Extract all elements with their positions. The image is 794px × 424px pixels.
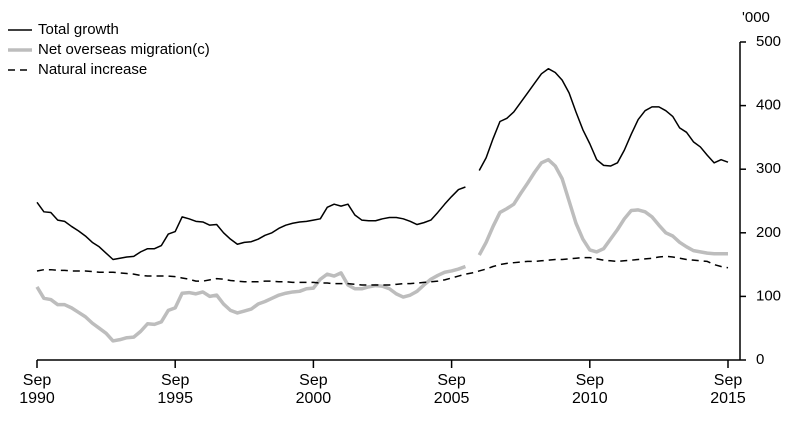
x-tick-label: Sep 1995: [157, 372, 193, 407]
y-tick-label: 100: [756, 287, 781, 304]
x-tick-label: Sep 2010: [572, 372, 608, 407]
y-tick-label: 0: [756, 351, 764, 368]
legend-label: Natural increase: [38, 61, 147, 78]
series-line: [36, 255, 729, 286]
legend-label: Net overseas migration(c): [38, 41, 210, 58]
x-tick-label: Sep 2005: [433, 372, 470, 407]
legend-label: Total growth: [38, 21, 119, 38]
x-tick-label: Sep 1990: [19, 372, 55, 407]
series-line: [36, 67, 729, 261]
y-unit-label: '000: [742, 9, 770, 26]
y-tick-label: 400: [756, 97, 781, 114]
series-line: [35, 157, 728, 343]
x-tick-label: Sep 2015: [710, 372, 746, 407]
y-tick-label: 200: [756, 224, 781, 241]
y-tick-label: 500: [756, 33, 781, 50]
y-tick-label: 300: [756, 160, 781, 177]
x-tick-label: Sep 2000: [295, 372, 332, 407]
